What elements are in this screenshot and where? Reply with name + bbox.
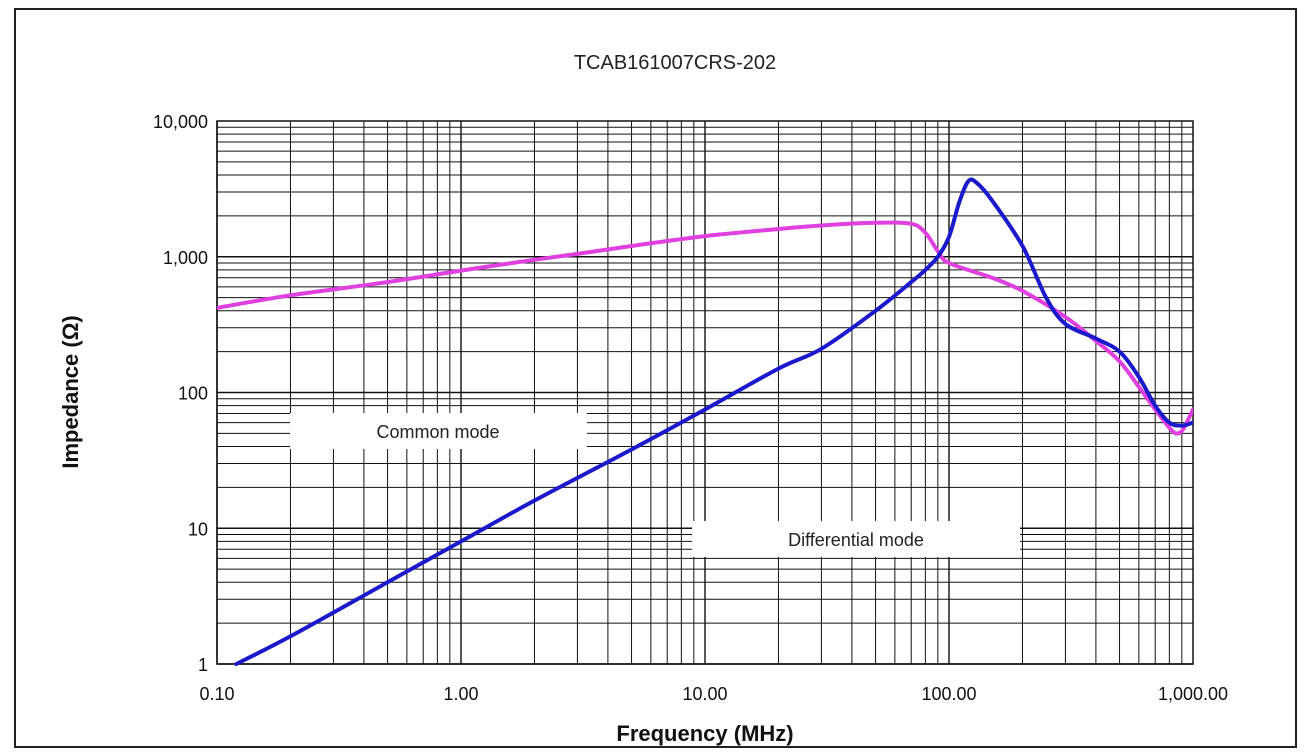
- x-tick-label: 1,000.00: [1158, 684, 1228, 704]
- common-mode-label: Common mode: [376, 422, 499, 442]
- common-mode-label-box: [290, 413, 587, 449]
- differential-mode-label: Differential mode: [788, 530, 924, 550]
- y-tick-label: 1: [198, 655, 208, 675]
- plot-area-border: [216, 120, 1194, 665]
- common-mode-series-line: [217, 220, 1193, 436]
- chart-grid: [216, 121, 1193, 665]
- differential-mode-label-box: [692, 521, 1020, 557]
- x-tick-label: 0.10: [199, 684, 234, 704]
- y-tick-label: 1,000: [163, 248, 208, 268]
- series-layer: [217, 177, 1193, 666]
- x-tick-label: 1.00: [443, 684, 478, 704]
- y-tick-label: 100: [178, 384, 208, 404]
- y-tick-label: 10: [188, 519, 208, 539]
- x-axis-label: Frequency (MHz): [616, 721, 793, 746]
- x-tick-label: 100.00: [921, 684, 976, 704]
- y-tick-labels: 1 10 100 1,000 10,000: [153, 112, 208, 675]
- chart-title: TCAB161007CRS-202: [574, 52, 776, 74]
- y-axis-label: Impedance (Ω): [58, 315, 83, 468]
- x-tick-labels: 0.10 1.00 10.00 100.00 1,000.00: [199, 684, 1228, 704]
- x-tick-label: 10.00: [682, 684, 727, 704]
- y-tick-label: 10,000: [153, 112, 208, 132]
- label-boxes: Common mode Differential mode: [290, 413, 1020, 557]
- differential-mode-series-line: [234, 177, 1193, 666]
- chart-frame: [14, 8, 1297, 748]
